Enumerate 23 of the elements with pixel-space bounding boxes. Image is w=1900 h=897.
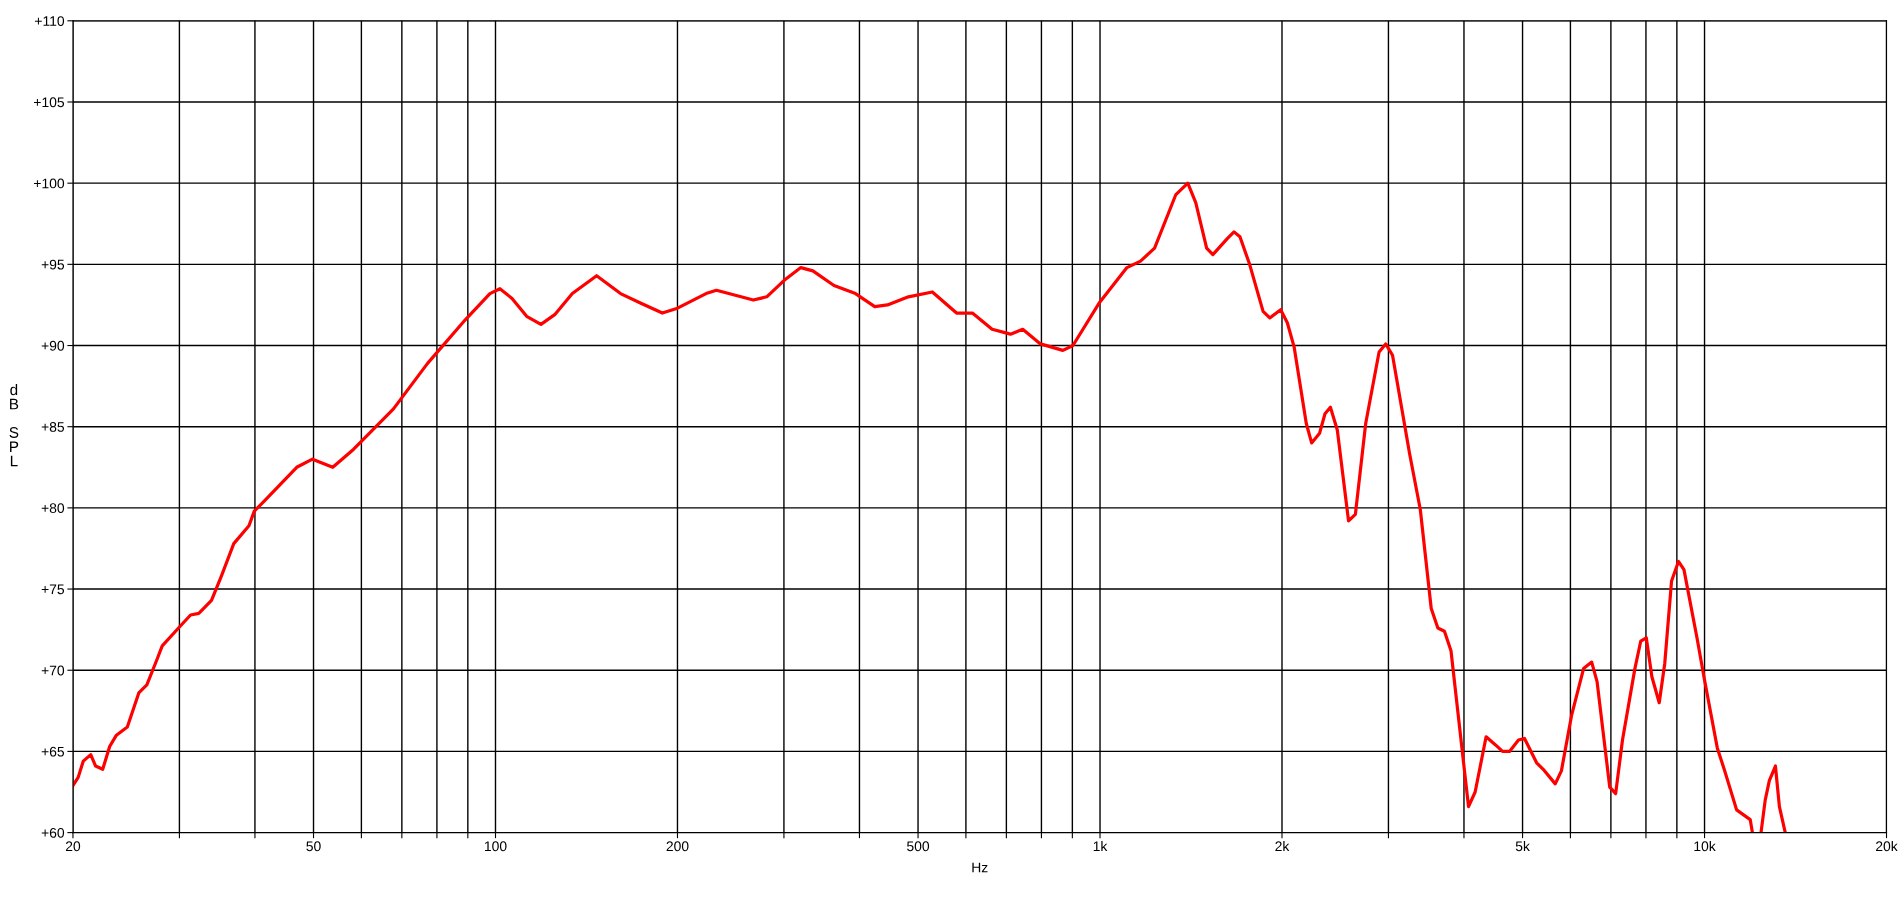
- y-tick-label: +65: [41, 746, 65, 757]
- y-tick-label: +70: [41, 665, 65, 676]
- y-tick-label: +75: [41, 584, 65, 595]
- x-tick-label: 20: [65, 841, 81, 852]
- x-tick-label: 20k: [1876, 840, 1898, 852]
- x-tick-label: 50: [306, 841, 321, 852]
- x-tick-label: 100: [484, 841, 507, 852]
- x-tick-label: 1k: [1093, 840, 1108, 851]
- x-tick-label: 2k: [1275, 840, 1290, 851]
- y-tick-label: +80: [41, 503, 65, 514]
- x-tick-label: 500: [907, 841, 930, 852]
- y-tick-label: +85: [41, 422, 65, 432]
- x-tick-label: 5k: [1515, 840, 1530, 852]
- x-axis-title: Hz: [972, 862, 988, 873]
- y-tick-label: +90: [41, 340, 65, 351]
- y-tick-label: +105: [34, 97, 65, 108]
- x-tick-label: 200: [666, 841, 689, 852]
- x-tick-label: 10k: [1694, 840, 1716, 852]
- y-tick-label: +100: [34, 178, 65, 189]
- y-tick-label: +110: [35, 16, 65, 26]
- y-tick-label: +60: [41, 827, 65, 838]
- y-axis-title: dB SPL: [9, 383, 19, 467]
- y-tick-label: +95: [41, 259, 65, 270]
